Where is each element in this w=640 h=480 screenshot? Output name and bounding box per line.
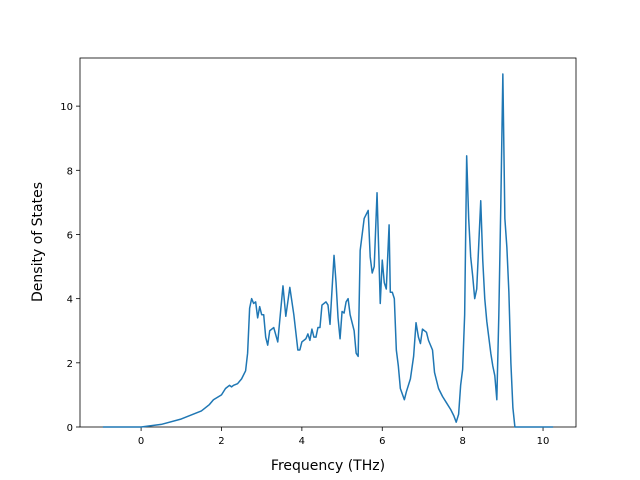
x-tick-label: 10 (537, 436, 550, 447)
x-tick-label: 0 (138, 436, 144, 447)
y-tick-label: 10 (60, 102, 73, 113)
x-tick-label: 6 (379, 436, 385, 447)
y-tick-label: 2 (67, 359, 73, 370)
x-tick-label: 2 (218, 436, 224, 447)
y-tick-label: 4 (67, 295, 73, 306)
y-axis-label: Density of States (30, 182, 46, 302)
x-axis-label: Frequency (THz) (271, 458, 385, 474)
y-tick-label: 6 (67, 230, 73, 241)
y-tick-label: 0 (67, 423, 73, 434)
x-tick-label: 8 (459, 436, 465, 447)
plot-frame (79, 57, 577, 428)
x-tick-label: 4 (299, 436, 305, 447)
data-line (102, 73, 554, 428)
y-tick-label: 8 (67, 166, 73, 177)
